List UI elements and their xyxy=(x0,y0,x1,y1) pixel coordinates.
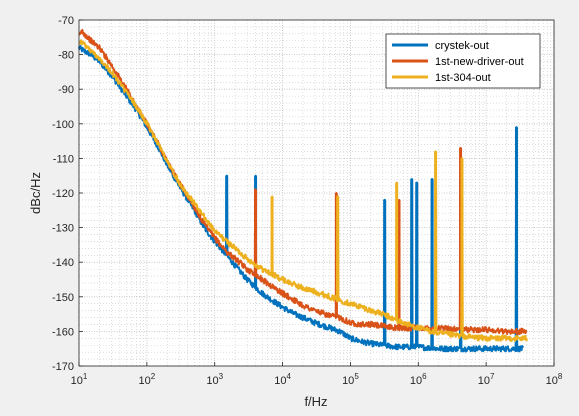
x-tick-label: 108 xyxy=(546,372,563,387)
x-tick-exponent: 7 xyxy=(490,372,495,381)
x-tick-labels: 101 102 103 104 105 106 107 108 xyxy=(71,362,563,387)
x-tick-base: 10 xyxy=(274,375,286,387)
x-tick-base: 10 xyxy=(71,375,83,387)
y-tick-label: -80 xyxy=(58,50,74,62)
x-tick-label: 106 xyxy=(410,372,427,387)
legend-label-1st-304-out: 1st-304-out xyxy=(435,72,491,84)
series-layer xyxy=(78,28,528,353)
x-tick-exponent: 5 xyxy=(354,372,359,381)
x-tick-base: 10 xyxy=(206,375,218,387)
x-tick-base: 10 xyxy=(139,375,151,387)
x-tick-exponent: 3 xyxy=(219,372,224,381)
y-tick-label: -120 xyxy=(52,188,74,200)
legend-label-1st-new-driver-out: 1st-new-driver-out xyxy=(435,56,524,68)
y-tick-label: -170 xyxy=(52,361,74,373)
x-tick-label: 105 xyxy=(342,372,359,387)
y-tick-label: -110 xyxy=(53,153,74,165)
x-tick-label: 104 xyxy=(274,372,291,387)
y-tick-label: -100 xyxy=(52,119,74,131)
y-tick-label: -70 xyxy=(58,15,74,27)
legend-entry-1st-new-driver-out: 1st-new-driver-out xyxy=(392,56,524,68)
legend-entry-1st-304-out: 1st-304-out xyxy=(392,72,491,84)
x-tick-exponent: 2 xyxy=(151,372,156,381)
x-tick-exponent: 4 xyxy=(286,372,291,381)
x-tick-label: 101 xyxy=(71,372,88,387)
y-tick-label: -150 xyxy=(52,292,74,304)
x-axis-label: f/Hz xyxy=(304,394,327,409)
y-axis-label: dBc/Hz xyxy=(28,172,43,214)
x-tick-label: 102 xyxy=(139,372,156,387)
y-tick-labels: -70 -80 -90 -100 -110 -120 -130 -140 -150 -160 -17… xyxy=(52,15,83,373)
y-tick-label: -160 xyxy=(52,326,74,338)
legend-label-crystek-out: crystek-out xyxy=(435,40,489,52)
x-tick-label: 107 xyxy=(478,372,495,387)
x-tick-exponent: 1 xyxy=(83,372,88,381)
y-tick-label: -140 xyxy=(52,257,74,269)
x-tick-exponent: 8 xyxy=(558,372,563,381)
y-tick-label: -90 xyxy=(58,84,74,96)
x-tick-exponent: 6 xyxy=(422,372,427,381)
x-tick-base: 10 xyxy=(546,375,558,387)
x-tick-base: 10 xyxy=(410,375,422,387)
x-tick-base: 10 xyxy=(342,375,354,387)
x-tick-label: 103 xyxy=(206,372,223,387)
y-tick-label: -130 xyxy=(52,223,74,235)
series-line-1st-304-out xyxy=(78,39,528,343)
x-tick-base: 10 xyxy=(478,375,490,387)
legend: crystek-out 1st-new-driver-out 1st-304-o… xyxy=(385,33,541,89)
legend-entry-crystek-out: crystek-out xyxy=(392,40,489,52)
